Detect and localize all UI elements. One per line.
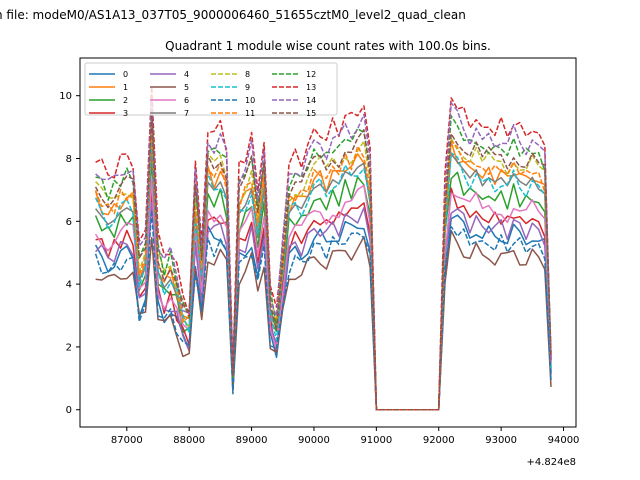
legend-label: 1 bbox=[123, 83, 128, 92]
x-tick-label: 89000 bbox=[236, 435, 268, 446]
y-tick-label: 6 bbox=[66, 217, 72, 228]
x-tick-label: 92000 bbox=[423, 435, 455, 446]
series-line-14 bbox=[95, 99, 552, 411]
x-axis: 87000 88000 89000 90000 91000 92000 93000 94000 bbox=[111, 427, 580, 446]
series-lines bbox=[94, 85, 552, 411]
y-tick-label: 10 bbox=[59, 91, 72, 102]
legend-label: 9 bbox=[245, 83, 250, 92]
legend-label: 7 bbox=[184, 109, 189, 118]
chart-title: Quadrant 1 module wise count rates with … bbox=[165, 39, 491, 53]
legend-label: 5 bbox=[184, 83, 189, 92]
plot-frame bbox=[79, 57, 577, 428]
legend-label: 15 bbox=[306, 109, 316, 118]
legend-label: 0 bbox=[123, 70, 128, 79]
series-line-6 bbox=[94, 178, 552, 411]
legend-label: 12 bbox=[306, 70, 316, 79]
series-line-9 bbox=[94, 135, 552, 411]
x-tick-label: 91000 bbox=[360, 435, 392, 446]
y-tick-label: 4 bbox=[66, 280, 72, 291]
legend-label: 2 bbox=[123, 96, 128, 105]
y-tick-label: 0 bbox=[66, 405, 72, 416]
y-axis: 0 2 4 6 8 10 bbox=[59, 91, 80, 416]
legend-label: 3 bbox=[123, 109, 128, 118]
legend-label: 8 bbox=[245, 70, 250, 79]
y-tick-label: 2 bbox=[66, 342, 72, 353]
legend-label: 11 bbox=[245, 109, 255, 118]
legend-box bbox=[84, 62, 338, 116]
legend-label: 6 bbox=[184, 96, 189, 105]
x-axis-offset-label: +4.824e8 bbox=[526, 457, 576, 468]
legend-label: 14 bbox=[306, 96, 316, 105]
x-tick-label: 88000 bbox=[173, 435, 205, 446]
y-tick-label: 8 bbox=[66, 154, 72, 165]
series-line-10 bbox=[94, 209, 552, 411]
series-line-4 bbox=[95, 201, 552, 411]
series-line-5 bbox=[95, 229, 552, 411]
legend-label: 10 bbox=[245, 96, 255, 105]
x-tick-label: 93000 bbox=[485, 435, 517, 446]
figure-suptitle: n file: modeM0/AS1A13_037T05_9000006460_… bbox=[0, 8, 466, 22]
series-line-13 bbox=[95, 85, 552, 411]
series-line-3 bbox=[95, 187, 552, 411]
series-line-15 bbox=[94, 115, 552, 411]
legend-label: 4 bbox=[184, 70, 189, 79]
x-tick-label: 87000 bbox=[111, 435, 143, 446]
legend-label: 13 bbox=[306, 83, 316, 92]
x-tick-label: 90000 bbox=[298, 435, 330, 446]
x-tick-label: 94000 bbox=[548, 435, 580, 446]
